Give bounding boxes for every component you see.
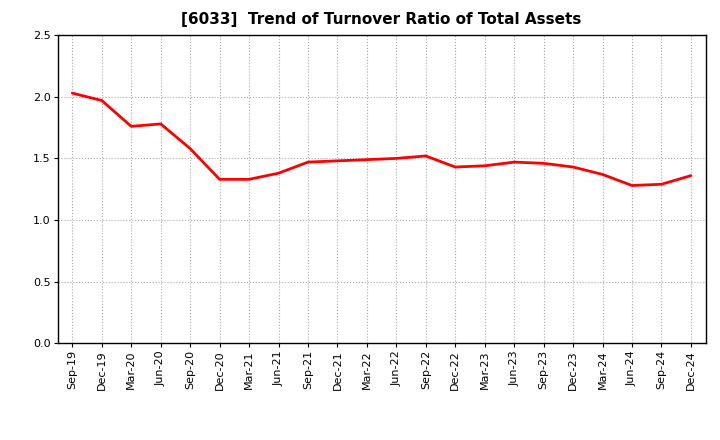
Title: [6033]  Trend of Turnover Ratio of Total Assets: [6033] Trend of Turnover Ratio of Total … xyxy=(181,12,582,27)
